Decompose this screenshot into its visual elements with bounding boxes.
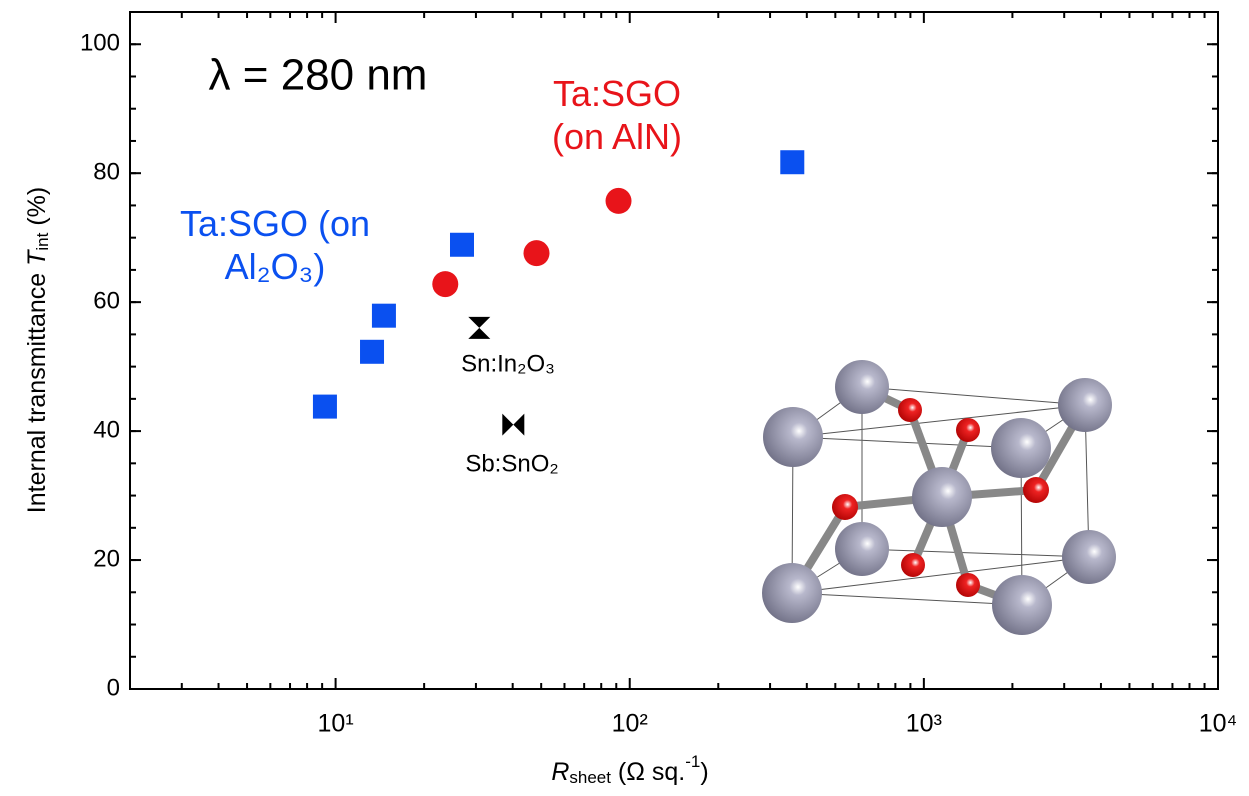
square-marker [372,304,396,328]
y-label-unit: (%) [23,187,51,233]
series-label: Ta:SGO (on Al₂O₃) [160,202,390,288]
y-tick-label: 20 [93,545,120,572]
series-label: Ta:SGO (on AlN) [522,72,712,158]
square-marker [780,150,804,174]
x-tick-label: 10² [612,710,648,738]
y-label-subscript: int [33,232,52,250]
y-tick-label: 100 [80,30,120,57]
square-marker [313,395,337,419]
y-tick-label: 60 [93,287,120,314]
square-marker [450,233,474,257]
x-label-superscript: -1 [685,752,700,771]
y-label-text: Internal transmittance [23,266,51,513]
y-axis-label: Internal transmittance Tint (%) [23,187,53,513]
bowtie-marker [502,414,524,436]
x-label-symbol: R [551,758,569,786]
x-tick-label: 10¹ [318,710,354,738]
circle-marker [524,240,550,266]
circle-marker [606,188,632,214]
chart-title: λ = 280 nm [209,51,428,100]
y-tick-label: 80 [93,159,120,186]
crystal-inset [762,360,1116,635]
series-label: Sn:In₂O₃ [408,351,608,380]
x-label-unit: (Ω sq. [611,758,685,786]
x-label-unit-end: ) [700,758,708,786]
y-tick-label: 0 [107,674,120,701]
circle-marker [432,271,458,297]
page: λ = 280 nm Internal transmittance Tint (… [0,0,1249,796]
x-tick-label: 10³ [906,710,942,738]
square-marker [360,340,384,364]
x-axis-label: Rsheet (Ω sq.-1) [551,752,708,787]
series-label: Sb:SnO₂ [412,451,612,480]
x-label-subscript: sheet [569,768,611,787]
hourglass-marker [468,317,490,339]
y-tick-label: 40 [93,416,120,443]
x-tick-label: 10⁴ [1199,710,1238,738]
